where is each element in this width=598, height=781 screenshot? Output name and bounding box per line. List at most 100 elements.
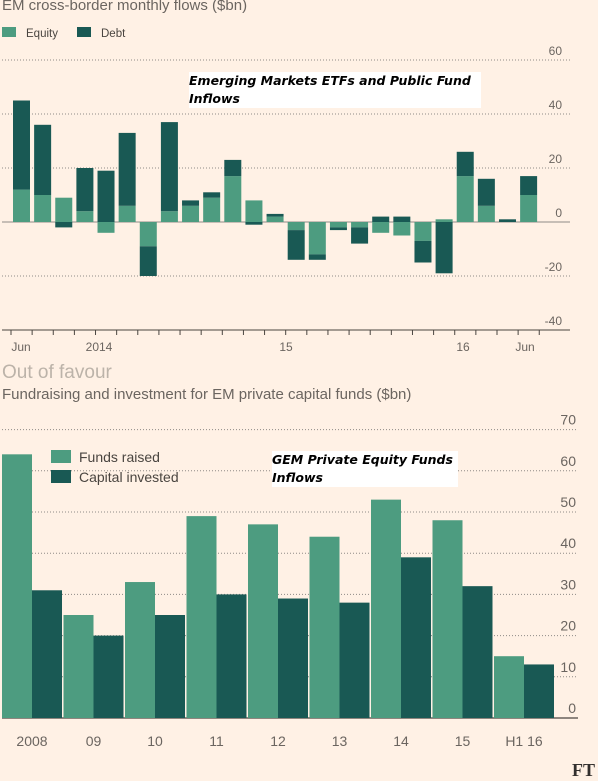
chart1-bar-equity — [372, 222, 390, 233]
chart2-bar-capital-invested — [462, 586, 493, 718]
chart1-x-tick-label: 16 — [456, 340, 470, 354]
chart2-bar-funds-raised — [371, 499, 401, 718]
chart1-bar-equity — [308, 222, 326, 255]
chart1-bar-equity — [224, 176, 242, 222]
chart1-y-tick: -20 — [545, 260, 563, 274]
chart2-x-tick-label: 14 — [393, 733, 409, 749]
chart1-bar-debt — [477, 178, 495, 206]
ft-logo: FT — [572, 760, 596, 780]
chart2-legend-capital-invested: Capital invested — [79, 469, 179, 485]
chart1-bar-debt — [160, 122, 178, 212]
chart1-bar-equity — [160, 211, 178, 222]
chart1-y-tick: 40 — [549, 98, 563, 112]
chart1-bar-debt — [76, 168, 94, 212]
chart1-bar-equity — [414, 222, 432, 241]
chart1-bar-debt — [203, 192, 221, 198]
chart2-bar-capital-invested — [524, 664, 554, 718]
chart1-bar-debt — [329, 227, 347, 231]
chart1-bar-debt — [266, 213, 284, 217]
chart2-bar-funds-raised — [248, 524, 278, 718]
chart2-x-tick-label: H1 16 — [505, 733, 543, 749]
chart2-x-tick-label: 12 — [270, 733, 286, 749]
chart1-bar-debt — [139, 246, 157, 276]
chart1-y-tick: -40 — [545, 314, 563, 328]
chart1-bar-debt — [287, 230, 305, 260]
chart1-legend-equity: Equity — [26, 28, 58, 40]
chart1-bar-equity — [520, 195, 538, 222]
chart1-y-tick: 0 — [555, 206, 562, 220]
chart2-x-tick-label: 10 — [147, 733, 163, 749]
chart1-bar-equity — [203, 197, 221, 222]
chart1-legend-swatch-debt — [77, 27, 91, 37]
chart2-bar-funds-raised — [63, 615, 94, 718]
chart1-subtitle: EM cross-border monthly flows ($bn) — [2, 0, 248, 14]
chart2-bar-funds-raised — [186, 516, 217, 718]
chart2-bar-capital-invested — [155, 615, 185, 718]
chart1-bar-equity — [266, 216, 284, 222]
chart1-bar-debt — [118, 132, 136, 206]
chart2-legend-funds-raised: Funds raised — [79, 449, 160, 465]
chart1-legend-debt: Debt — [101, 28, 126, 40]
chart1-bar-debt — [245, 222, 263, 225]
chart1-bar-debt — [520, 176, 538, 195]
chart2-x-tick-label: 11 — [209, 733, 224, 749]
chart2-bar-funds-raised — [309, 536, 340, 718]
chart1-bar-debt — [182, 200, 200, 206]
chart2-x-tick-label: 13 — [332, 733, 348, 749]
chart1-y-tick: 20 — [549, 152, 563, 166]
chart1-bar-equity — [435, 219, 453, 222]
chart2-bar-funds-raised — [432, 520, 463, 718]
chart2-title: Out of favour — [2, 362, 112, 383]
chart1-bar-equity — [287, 222, 305, 231]
chart1-bar-debt — [414, 240, 432, 263]
chart2-y-tick: 60 — [560, 453, 576, 469]
chart2-bar-capital-invested — [32, 590, 62, 718]
chart2-y-tick: 70 — [560, 412, 576, 428]
chart2-x-tick-label: 2008 — [16, 733, 47, 749]
chart1-bar-equity — [456, 176, 474, 222]
chart1-bar-debt — [97, 170, 115, 222]
chart2-bar-capital-invested — [216, 594, 247, 718]
chart2-bar-capital-invested — [339, 602, 370, 718]
chart1-bar-debt — [435, 222, 453, 274]
chart1-bar-debt — [498, 219, 516, 222]
chart2-y-tick: 50 — [560, 494, 576, 510]
chart1-bar-equity — [351, 222, 369, 228]
chart1-bar-equity — [139, 222, 157, 247]
chart1-bar-equity — [34, 195, 52, 222]
chart2-bar-funds-raised — [2, 454, 32, 718]
chart1-bar-debt — [34, 124, 52, 195]
chart1-bar-debt — [351, 227, 369, 244]
chart1-x-tick-label: 2014 — [86, 340, 113, 354]
chart1-bar-debt — [224, 159, 242, 177]
chart2-y-tick: 10 — [560, 659, 576, 675]
chart2-legend-swatch-capital-invested — [51, 470, 71, 483]
chart2-bar-capital-invested — [93, 635, 124, 718]
chart1-bar-equity — [13, 189, 30, 222]
chart1-annotation: Emerging Markets ETFs and Public Fund In… — [189, 72, 481, 108]
chart1-legend-swatch-equity — [2, 27, 16, 37]
chart2-y-tick: 30 — [560, 576, 576, 592]
chart1-bar-equity — [477, 205, 495, 222]
chart1-bar-debt — [393, 216, 411, 222]
chart2-bar-funds-raised — [494, 656, 524, 718]
chart1-bar-equity — [118, 205, 136, 222]
chart1-bar-debt — [308, 254, 326, 260]
chart1-bar-equity — [76, 211, 94, 222]
chart2-bar-capital-invested — [401, 557, 431, 718]
chart1-x-tick-label: Jun — [515, 340, 534, 354]
chart2-legend-swatch-funds-raised — [51, 450, 71, 463]
chart1-bar-equity — [182, 205, 200, 222]
chart2-subtitle: Fundraising and investment for EM privat… — [2, 386, 412, 403]
chart1-x-tick-label: Jun — [11, 340, 30, 354]
chart2-y-tick: 0 — [568, 700, 576, 716]
chart1-bar-debt — [372, 216, 390, 222]
chart1-bar-debt — [13, 100, 30, 190]
chart1-x-tick-label: 15 — [279, 340, 293, 354]
chart2-annotation: GEM Private Equity Funds Inflows — [272, 451, 458, 487]
chart2-bar-capital-invested — [278, 598, 308, 718]
chart1-bar-equity — [245, 200, 263, 222]
chart1-bar-equity — [55, 197, 73, 222]
chart1-bar-equity — [393, 222, 411, 236]
